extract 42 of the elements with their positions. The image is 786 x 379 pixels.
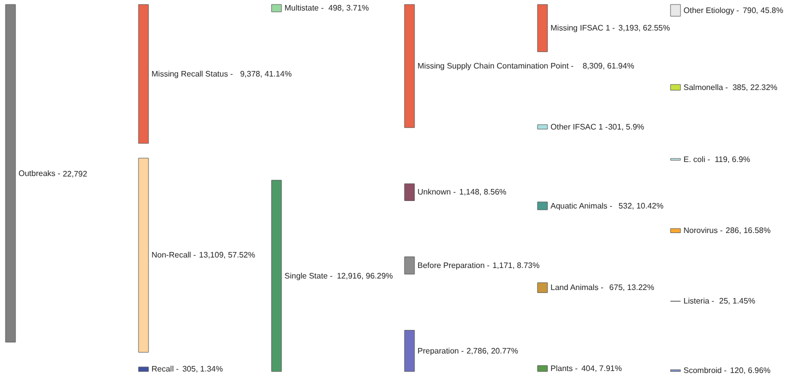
category-label: Land Animals -	[550, 283, 604, 292]
data-label: 675, 13.22%	[609, 283, 654, 292]
data-label: 8,309, 61.94%	[582, 62, 634, 71]
data-label: 12,916, 96.29%	[336, 271, 393, 280]
data-label: 385, 22.32%	[732, 82, 778, 92]
category-label: Norovirus -	[684, 226, 723, 236]
category-label: Listeria -	[684, 296, 715, 306]
data-label: 301, 5.9%	[608, 122, 644, 132]
category-label: Salmonella -	[684, 82, 728, 92]
data-label: 119, 6.9%	[714, 154, 750, 164]
data-label: 305, 1.34%	[182, 364, 223, 374]
data-label: 1,171, 8.73%	[492, 260, 540, 270]
category-label: Scombroid -	[684, 366, 727, 376]
category-label: Missing Recall Status -	[152, 69, 234, 78]
category-label: E. coli -	[684, 154, 711, 164]
category-label: Non-Recall -	[152, 250, 196, 260]
data-label: 22,792	[62, 169, 88, 178]
category-label: Multistate -	[284, 4, 324, 13]
category-label: Recall -	[152, 364, 179, 374]
data-label: 120, 6.96%	[730, 366, 771, 376]
data-label: 404, 7.91%	[581, 364, 622, 374]
data-label: 13,109, 57.52%	[199, 250, 256, 260]
category-label: Missing IFSAC 1 -	[550, 24, 616, 33]
category-label: Outbreaks -	[18, 168, 61, 178]
data-label: 532, 10.42%	[618, 201, 664, 210]
category-label: Aquatic Animals -	[550, 201, 613, 210]
data-label: 286, 16.58%	[726, 226, 771, 236]
data-label: 3,193, 62.55%	[618, 24, 670, 33]
data-label: 25, 1.45%	[719, 296, 756, 306]
data-label: 1,148, 8.56%	[459, 188, 506, 197]
data-label: 498, 3.71%	[328, 4, 369, 13]
category-label: Missing Supply Chain Contamination Point -	[418, 62, 574, 71]
category-label: Unknown -	[418, 188, 456, 197]
category-label: Before Preparation -	[418, 260, 490, 270]
category-label: Plants -	[550, 364, 578, 374]
category-label: Other IFSAC 1 -	[550, 122, 608, 132]
category-label: Preparation -	[418, 346, 464, 356]
data-label: 2,786, 20.77%	[466, 346, 518, 356]
category-label: Other Etiology -	[684, 6, 740, 15]
category-label: Single State -	[284, 271, 333, 280]
data-label: 790, 45.8%	[742, 6, 784, 15]
data-label: 9,378, 41.14%	[240, 69, 292, 78]
